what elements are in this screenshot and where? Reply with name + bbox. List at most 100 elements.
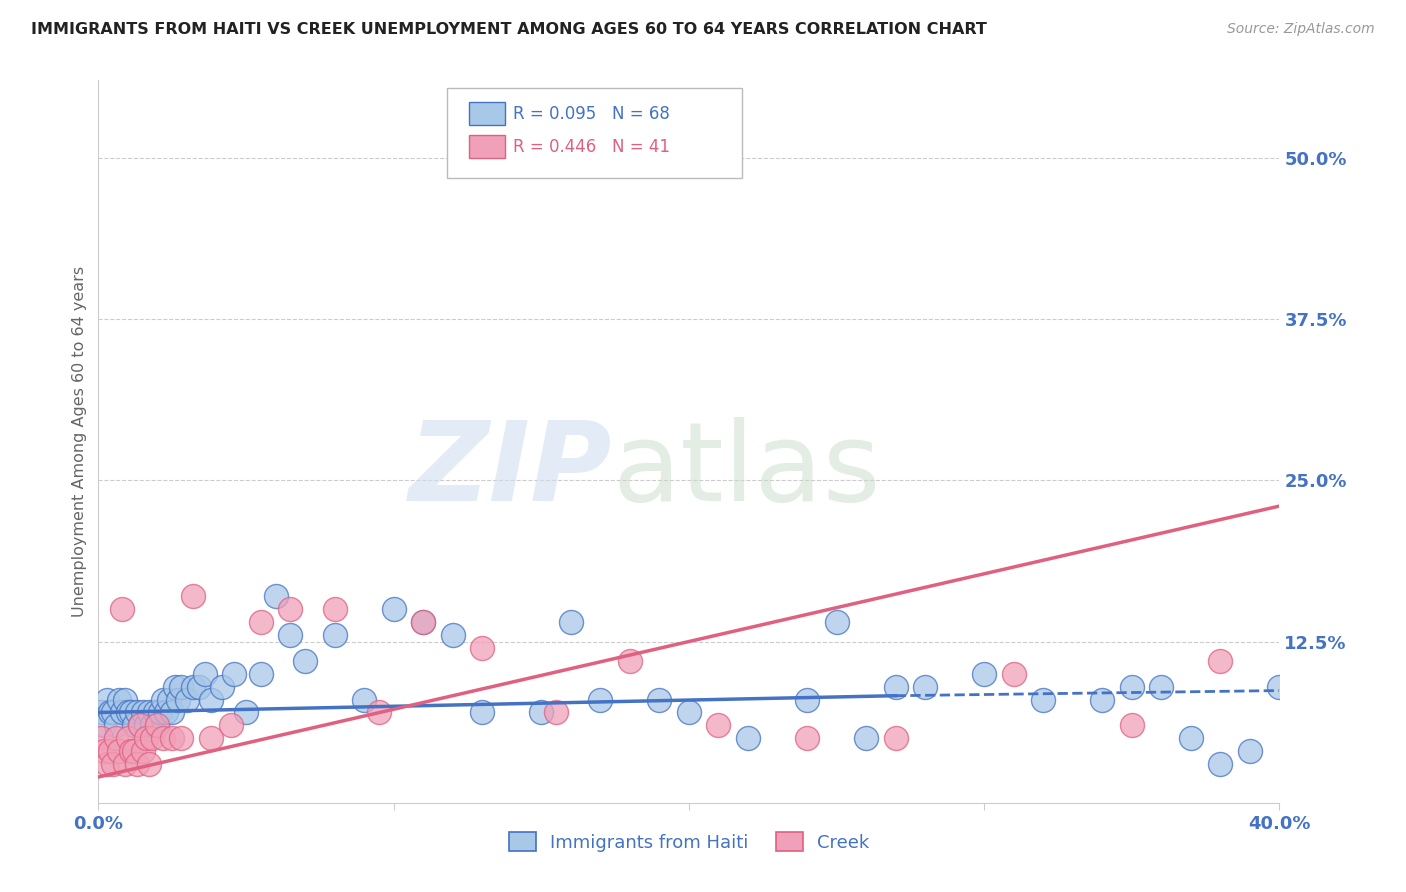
Point <box>162 731 183 746</box>
Point <box>825 615 848 630</box>
Point <box>96 692 118 706</box>
Point <box>323 628 346 642</box>
Point <box>471 706 494 720</box>
Text: ZIP: ZIP <box>409 417 612 524</box>
Text: R = 0.095   N = 68: R = 0.095 N = 68 <box>513 104 669 122</box>
Point <box>1209 757 1232 772</box>
Point <box>170 680 193 694</box>
Point <box>122 744 145 758</box>
Point <box>235 706 257 720</box>
Point <box>103 757 125 772</box>
Point <box>619 654 641 668</box>
Point <box>90 706 112 720</box>
Point <box>105 731 128 746</box>
Point <box>441 628 464 642</box>
Point <box>194 666 217 681</box>
Point <box>135 731 157 746</box>
Point <box>678 706 700 720</box>
Point <box>125 757 148 772</box>
Point <box>1386 666 1406 681</box>
Point <box>224 666 246 681</box>
Point <box>93 718 115 732</box>
Point <box>382 602 405 616</box>
Point <box>1091 692 1114 706</box>
Point <box>471 640 494 655</box>
Point <box>796 731 818 746</box>
Point <box>114 692 136 706</box>
Point <box>98 706 121 720</box>
Point <box>181 590 204 604</box>
Point <box>648 692 671 706</box>
Point <box>141 731 163 746</box>
Point <box>152 692 174 706</box>
Point <box>1150 680 1173 694</box>
Point <box>264 590 287 604</box>
Text: IMMIGRANTS FROM HAITI VS CREEK UNEMPLOYMENT AMONG AGES 60 TO 64 YEARS CORRELATIO: IMMIGRANTS FROM HAITI VS CREEK UNEMPLOYM… <box>31 22 987 37</box>
Point <box>530 706 553 720</box>
Point <box>1298 666 1320 681</box>
Point <box>1209 654 1232 668</box>
Text: atlas: atlas <box>612 417 880 524</box>
Point <box>120 744 142 758</box>
Point <box>1032 692 1054 706</box>
Point <box>155 706 177 720</box>
Point <box>200 692 222 706</box>
Point <box>250 666 273 681</box>
Point <box>855 731 877 746</box>
Point <box>546 706 568 720</box>
Point <box>93 744 115 758</box>
Point <box>368 706 391 720</box>
Point <box>128 718 150 732</box>
Point <box>132 744 155 758</box>
Point <box>157 692 180 706</box>
Point <box>187 680 209 694</box>
Text: Source: ZipAtlas.com: Source: ZipAtlas.com <box>1227 22 1375 37</box>
Point <box>737 731 759 746</box>
Point <box>105 718 128 732</box>
Point <box>125 706 148 720</box>
Point <box>132 706 155 720</box>
Point <box>138 757 160 772</box>
Point <box>589 692 612 706</box>
Point <box>117 706 139 720</box>
Point <box>111 706 134 720</box>
Point <box>181 680 204 694</box>
Point <box>707 718 730 732</box>
Legend: Immigrants from Haiti, Creek: Immigrants from Haiti, Creek <box>502 825 876 859</box>
Point <box>973 666 995 681</box>
Point <box>98 744 121 758</box>
FancyBboxPatch shape <box>470 136 505 158</box>
Point <box>884 731 907 746</box>
Point <box>221 718 243 732</box>
Point <box>162 706 183 720</box>
Point <box>280 628 302 642</box>
Point <box>1327 666 1350 681</box>
Point <box>412 615 434 630</box>
Point <box>1268 680 1291 694</box>
Point <box>96 757 118 772</box>
Point <box>176 692 198 706</box>
Point <box>796 692 818 706</box>
Point <box>250 615 273 630</box>
Point <box>111 602 134 616</box>
Point <box>170 731 193 746</box>
Point <box>103 706 125 720</box>
Point <box>152 731 174 746</box>
Point <box>149 706 172 720</box>
Point <box>128 718 150 732</box>
Point <box>560 615 582 630</box>
Point <box>117 731 139 746</box>
Point <box>146 718 169 732</box>
Point <box>146 718 169 732</box>
Point <box>167 692 190 706</box>
Point <box>211 680 233 694</box>
FancyBboxPatch shape <box>447 87 742 178</box>
Point <box>884 680 907 694</box>
Point <box>353 692 375 706</box>
Point <box>108 692 131 706</box>
Text: R = 0.446   N = 41: R = 0.446 N = 41 <box>513 137 671 156</box>
Point <box>143 706 166 720</box>
Point <box>412 615 434 630</box>
Point <box>1180 731 1202 746</box>
Point <box>200 731 222 746</box>
